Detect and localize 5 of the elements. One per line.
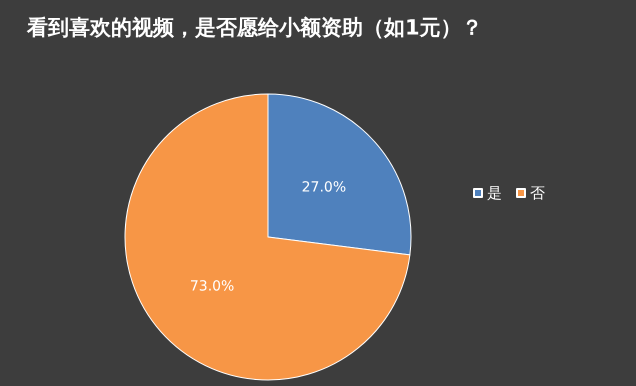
legend-label: 是: [487, 184, 502, 202]
legend-label: 否: [530, 184, 545, 202]
data-label: 73.0%: [190, 278, 234, 294]
chart-title: 看到喜欢的视频，是否愿给小额资助（如1元）？: [26, 16, 483, 40]
data-label: 27.0%: [302, 180, 346, 196]
